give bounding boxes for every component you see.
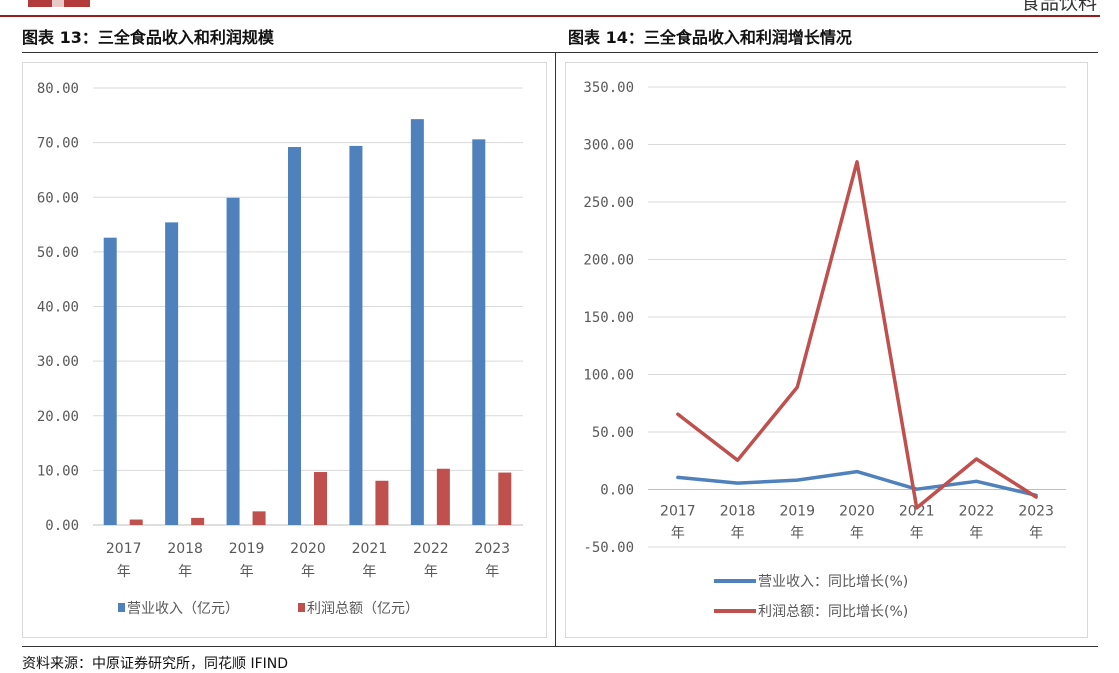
bar-revenue	[349, 145, 363, 525]
point-revenue-growth	[677, 476, 679, 478]
y-tick-label: 150.00	[583, 310, 634, 326]
x-tick-label: 2022	[959, 504, 995, 520]
point-revenue-growth	[975, 480, 977, 482]
bar-revenue	[472, 139, 486, 525]
panel-divider	[555, 53, 556, 646]
x-tick-label-unit: 年	[731, 526, 745, 542]
legend-label: 利润总额（亿元）	[307, 601, 419, 617]
y-tick-label: 50.00	[592, 425, 634, 441]
point-revenue-growth	[856, 471, 858, 473]
bar-profit	[375, 480, 389, 525]
x-tick-label-unit: 年	[178, 564, 192, 580]
y-tick-label: 30.00	[37, 354, 79, 370]
section-title: 食品饮料	[1020, 0, 1097, 14]
x-tick-label: 2019	[229, 541, 265, 557]
y-tick-label: 200.00	[583, 253, 634, 269]
x-tick-label-unit: 年	[485, 564, 499, 580]
point-profit-growth	[916, 507, 918, 509]
point-profit-growth	[737, 459, 739, 461]
bar-revenue	[226, 197, 240, 525]
legend-swatch	[118, 603, 125, 612]
bar-revenue	[288, 146, 301, 525]
right-figure-title: 图表 14：三全食品收入和利润增长情况	[568, 28, 852, 47]
x-tick-label-unit: 年	[910, 526, 924, 542]
x-tick-label: 2023	[1018, 504, 1054, 520]
title-rule	[22, 52, 1098, 53]
x-tick-label-unit: 年	[671, 526, 685, 542]
line-profit-growth	[676, 160, 1038, 510]
left-figure-title: 图表 13：三全食品收入和利润规模	[22, 28, 274, 47]
bar-revenue	[103, 237, 117, 526]
x-tick-label-unit: 年	[240, 564, 254, 580]
x-tick-label: 2023	[474, 541, 510, 557]
point-revenue-growth	[737, 482, 739, 484]
footer-rule	[22, 646, 1098, 647]
brand-logo	[28, 0, 90, 7]
bar-revenue	[165, 222, 179, 525]
x-tick-label: 2020	[839, 504, 875, 520]
legend-swatch	[298, 603, 305, 612]
bar-chart: 0.00 10.00 20.00 30.00 40.00 50.00 60.00 70.00 8…	[37, 81, 523, 617]
bar-profit	[436, 468, 450, 525]
source-note: 资料来源：中原证券研究所，同花顺 IFIND	[22, 656, 289, 672]
x-tick-label: 2020	[290, 541, 326, 557]
line-chart-panel: -50.00 0.00 50.00 100.00 150.00 200.00 250.00 3…	[565, 62, 1088, 638]
y-tick-label: 80.00	[37, 81, 79, 97]
point-revenue-growth	[796, 479, 798, 481]
bar-profit	[129, 519, 143, 525]
y-tick-label: 60.00	[37, 190, 79, 206]
legend-label: 营业收入：同比增长(%)	[758, 574, 908, 590]
y-tick-label: 50.00	[37, 245, 79, 261]
bar-profit	[314, 472, 327, 525]
y-tick-label: 0.00	[600, 483, 634, 499]
point-profit-growth	[796, 386, 798, 388]
point-profit-growth	[1035, 496, 1037, 498]
x-tick-label: 2017	[106, 541, 142, 557]
bar-profit	[252, 511, 266, 525]
bar-profit	[498, 472, 512, 525]
x-tick-label: 2017	[660, 504, 696, 520]
bar-chart-panel: 0.00 10.00 20.00 30.00 40.00 50.00 60.00 70.00 8…	[22, 62, 547, 638]
header-rule	[0, 15, 1100, 17]
y-tick-label: 350.00	[583, 80, 634, 96]
x-tick-label: 2018	[720, 504, 756, 520]
x-tick-label-unit: 年	[850, 526, 864, 542]
y-tick-label: 40.00	[37, 300, 79, 316]
line-chart: -50.00 0.00 50.00 100.00 150.00 200.00 250.00 3…	[583, 80, 1066, 620]
point-profit-growth	[677, 413, 679, 415]
x-tick-label: 2022	[413, 541, 449, 557]
x-tick-label-unit: 年	[790, 526, 804, 542]
x-tick-label-unit: 年	[301, 564, 315, 580]
legend-label: 利润总额：同比增长(%)	[758, 604, 908, 620]
x-tick-label-unit: 年	[117, 564, 131, 580]
x-tick-label-unit: 年	[362, 564, 376, 580]
x-tick-label: 2021	[899, 504, 935, 520]
line-revenue-growth	[676, 469, 1038, 498]
y-tick-label: 70.00	[37, 136, 79, 152]
bar-profit	[191, 517, 205, 525]
y-tick-label: 100.00	[583, 368, 634, 384]
point-profit-growth	[856, 161, 858, 163]
x-tick-label: 2019	[779, 504, 815, 520]
x-tick-label: 2021	[352, 541, 388, 557]
y-tick-label: 0.00	[45, 518, 79, 534]
point-profit-growth	[975, 458, 977, 460]
x-tick-label-unit: 年	[424, 564, 438, 580]
point-revenue-growth	[916, 488, 918, 490]
x-tick-label-unit: 年	[1029, 526, 1043, 542]
y-tick-label: -50.00	[583, 540, 634, 556]
y-tick-label: 10.00	[37, 463, 79, 479]
y-tick-label: 20.00	[37, 409, 79, 425]
legend-label: 营业收入（亿元）	[127, 601, 239, 617]
x-tick-label: 2018	[167, 541, 203, 557]
y-tick-label: 300.00	[583, 138, 634, 154]
bar-revenue	[410, 119, 424, 526]
y-tick-label: 250.00	[583, 195, 634, 211]
x-tick-label-unit: 年	[969, 526, 983, 542]
